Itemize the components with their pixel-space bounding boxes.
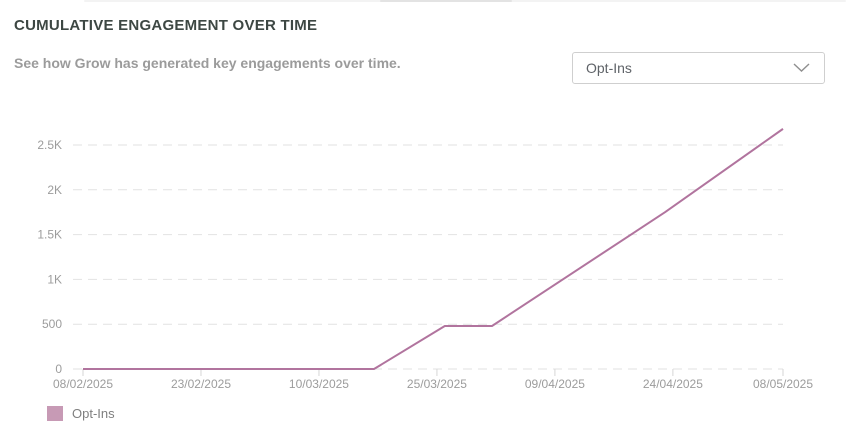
x-axis-label: 08/02/2025 [53,377,113,391]
x-axis-label: 25/03/2025 [407,377,467,391]
x-axis-label: 09/04/2025 [525,377,585,391]
y-axis-label: 0 [55,362,62,376]
metric-dropdown[interactable]: Opt-Ins [572,52,825,84]
x-axis-label: 08/05/2025 [753,377,813,391]
y-axis-label: 1K [47,272,62,286]
engagement-line-chart: 0 500 1K 1.5K 2K 2.5K 08/02/2025 23/02/2025 10/0… [37,128,813,391]
y-axis-label: 1.5K [37,228,62,242]
top-scrollbar-thumb[interactable] [380,0,512,2]
x-axis-label: 24/04/2025 [643,377,703,391]
chevron-down-icon [793,63,810,72]
legend-swatch-opt-ins [47,406,63,421]
y-axis-label: 2.5K [37,138,62,152]
page-title: CUMULATIVE ENGAGEMENT OVER TIME [14,17,318,34]
x-axis-label: 23/02/2025 [171,377,231,391]
x-axis-label: 10/03/2025 [289,377,349,391]
page-subtitle: See how Grow has generated key engagemen… [14,55,401,71]
metric-dropdown-value: Opt-Ins [586,60,632,76]
legend-label-opt-ins: Opt-Ins [72,406,115,421]
y-axis-label: 2K [47,183,62,197]
series-line-opt-ins [83,128,784,370]
y-axis-label: 500 [42,317,62,331]
chart-legend: Opt-Ins [47,406,115,421]
